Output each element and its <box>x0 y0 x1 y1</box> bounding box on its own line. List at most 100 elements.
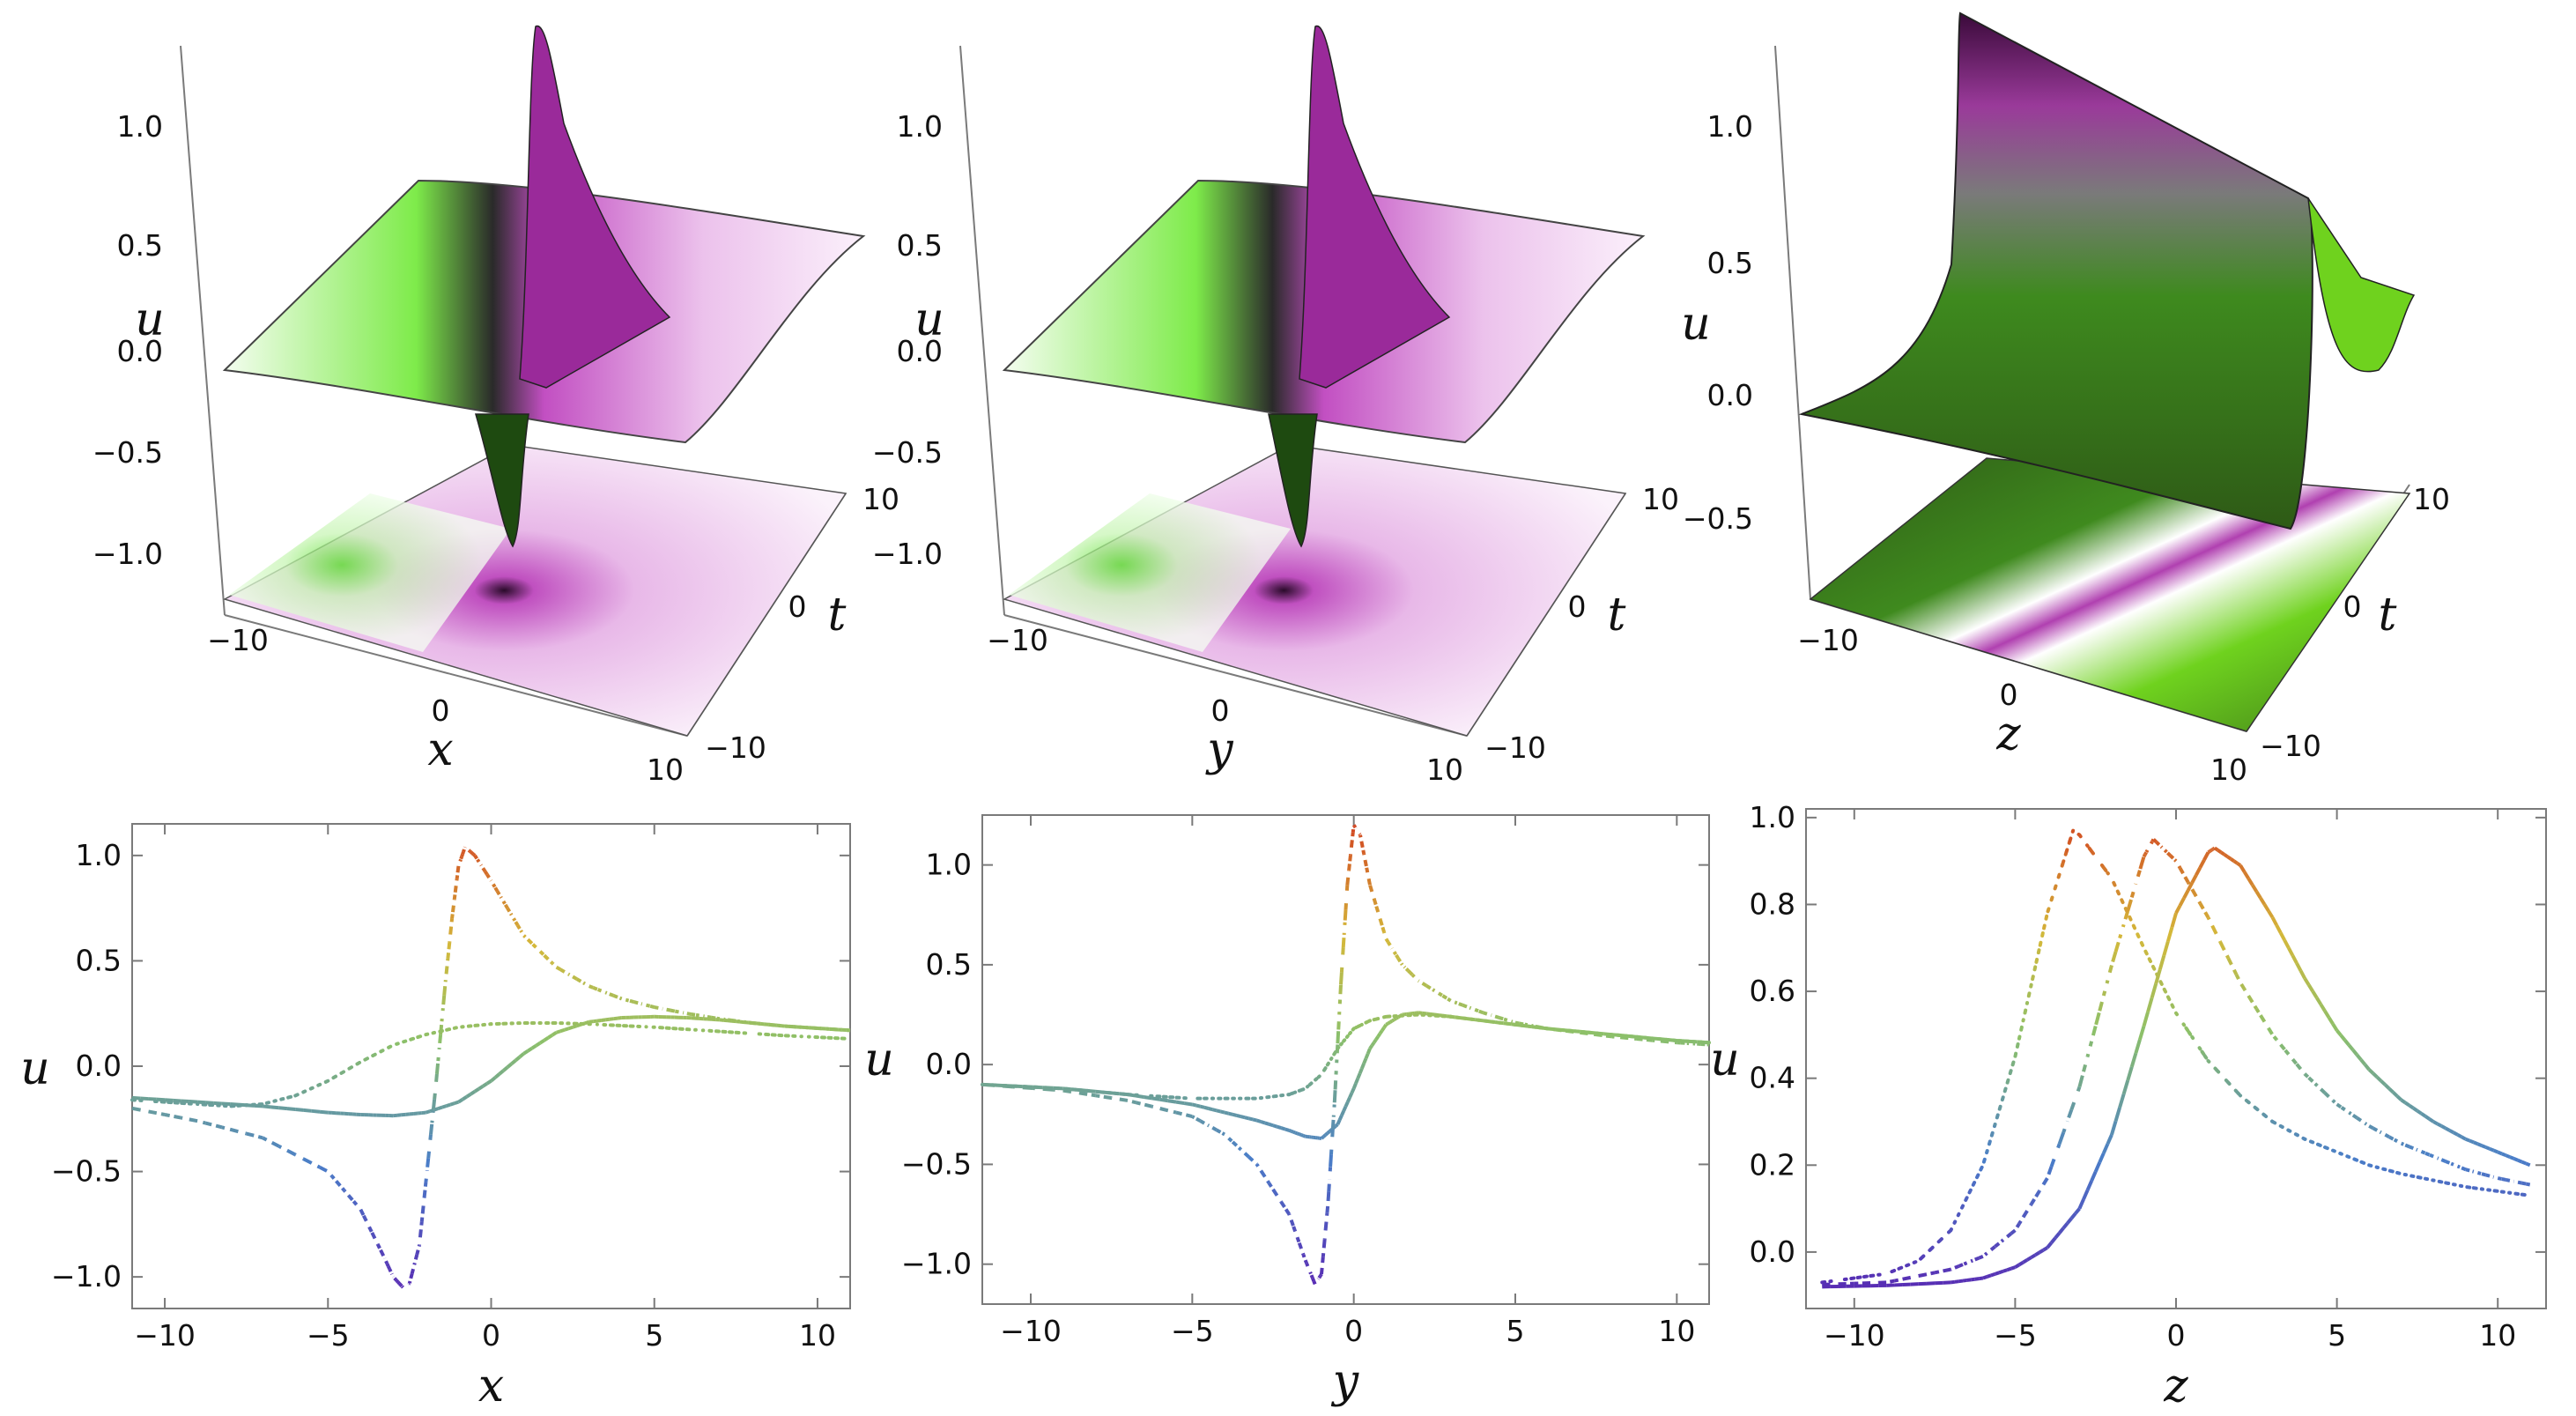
series-segment <box>2098 1152 2106 1164</box>
series-segment <box>1330 1116 1336 1130</box>
series-segment <box>2195 866 2202 877</box>
series-segment <box>2424 1176 2432 1182</box>
y-tick-label: 0.5 <box>76 943 122 977</box>
u-axis-title: u <box>914 293 944 346</box>
series-segment <box>2376 1129 2382 1135</box>
series-segment <box>335 1180 342 1188</box>
series-segment <box>652 1025 664 1030</box>
series-segment <box>2034 1250 2040 1257</box>
series-segment <box>470 851 475 856</box>
series-segment <box>2090 1170 2098 1182</box>
series-segment <box>2460 1184 2468 1189</box>
series-segment <box>1368 884 1374 893</box>
series-segment <box>1321 1248 1326 1257</box>
x-axis-title: z <box>1995 708 2021 760</box>
series-segment <box>2311 990 2319 999</box>
series-segment <box>1331 1104 1336 1117</box>
series-segment <box>1449 998 1455 1005</box>
series-segment <box>2025 1203 2033 1212</box>
series-segment <box>1166 1094 1178 1100</box>
series-segment <box>422 1190 427 1198</box>
series-segment <box>1397 1014 1402 1019</box>
series-segment <box>766 1033 779 1037</box>
series-segment <box>662 1006 667 1012</box>
series-segment <box>412 1258 418 1265</box>
series-segment <box>457 860 463 864</box>
series-segment <box>2476 1142 2483 1147</box>
series-segment <box>2190 888 2198 898</box>
series-segment <box>2476 1170 2483 1176</box>
series-segment <box>2160 846 2166 852</box>
series-segment <box>1965 1259 1972 1265</box>
series-segment <box>1311 1277 1316 1282</box>
series-segment <box>1626 1034 1639 1039</box>
series-segment <box>2170 912 2178 928</box>
x-tick-label: −10 <box>1000 1314 1062 1348</box>
series-segment <box>1324 1212 1329 1222</box>
series-segment <box>2054 1232 2062 1240</box>
series-segment <box>1306 1265 1311 1271</box>
series-segment <box>1053 1087 1063 1093</box>
y-tick-label: 0.5 <box>926 947 972 982</box>
series-segment <box>449 918 455 927</box>
peak <box>1299 25 1451 389</box>
series-segment <box>2064 839 2072 854</box>
series-segment <box>2113 938 2122 953</box>
series-segment <box>2415 1175 2424 1180</box>
series-segment <box>2343 1039 2350 1047</box>
series-segment <box>2214 1067 2223 1076</box>
series-segment <box>2396 1139 2402 1145</box>
series-segment <box>2384 1133 2390 1139</box>
series-segment <box>164 1113 174 1118</box>
series-segment <box>2295 1063 2303 1071</box>
series-segment <box>1336 1014 1342 1030</box>
series-segment <box>2315 997 2323 1005</box>
series-segment <box>2315 1084 2322 1091</box>
series-segment <box>456 863 462 867</box>
series-segment <box>2517 1180 2523 1185</box>
series-segment <box>440 1008 445 1022</box>
series-segment <box>2041 1177 2049 1186</box>
u-tick-label: 0.5 <box>1707 246 1753 280</box>
series-segment <box>2218 941 2226 952</box>
y-tick-label: 0.0 <box>76 1049 122 1083</box>
series-segment <box>584 982 590 988</box>
series-segment <box>2106 964 2113 982</box>
series-segment <box>666 1007 671 1012</box>
series-segment <box>171 1101 183 1105</box>
series-segment <box>1345 1096 1351 1103</box>
series-segment <box>2461 1135 2467 1141</box>
series-segment <box>2497 1176 2503 1181</box>
series-segment <box>1191 1102 1197 1108</box>
series-segment <box>1497 1020 1509 1026</box>
series-segment <box>455 872 460 880</box>
series-segment <box>329 1074 338 1081</box>
series-segment <box>1262 1094 1271 1100</box>
series-segment <box>1425 983 1432 990</box>
series-segment <box>1378 917 1384 926</box>
series-segment <box>390 1273 396 1278</box>
series-segment <box>507 910 514 916</box>
series-segment <box>685 1027 698 1032</box>
series-segment <box>1078 1091 1088 1096</box>
series-segment <box>1894 1277 1903 1283</box>
series-segment <box>338 1184 346 1192</box>
y-tick-label: 1.0 <box>76 838 122 872</box>
series-segment <box>1279 1093 1287 1098</box>
series-segment <box>1888 1268 1897 1274</box>
x-axis-title: y <box>1205 723 1233 776</box>
series-segment <box>1489 1019 1501 1025</box>
t-tick-label: 10 <box>1642 482 1679 516</box>
series-segment <box>1320 1264 1324 1275</box>
series-segment <box>1358 1022 1364 1027</box>
series-segment <box>433 1086 438 1100</box>
dip <box>1268 413 1318 548</box>
series-segment <box>2512 1191 2520 1196</box>
series-segment <box>449 1101 455 1107</box>
series-segment <box>2144 849 2150 854</box>
series-segment <box>2270 916 2278 926</box>
series-segment <box>1965 1188 1973 1200</box>
series-segment <box>2409 1145 2415 1151</box>
series-segment <box>1359 1063 1366 1070</box>
series-segment <box>2275 1038 2283 1046</box>
